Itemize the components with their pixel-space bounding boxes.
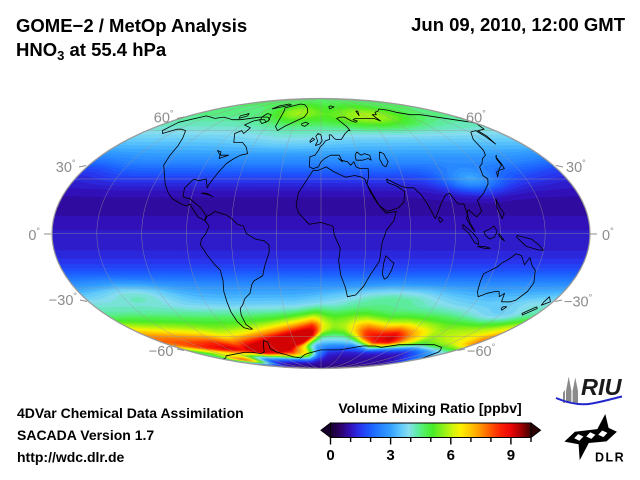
svg-text:3: 3 xyxy=(386,447,394,464)
svg-text:DLR: DLR xyxy=(595,451,625,465)
svg-text:−60°: −60° xyxy=(149,342,178,360)
svg-text:0: 0 xyxy=(326,447,334,464)
svg-text:Volume Mixing Ratio [ppbv]: Volume Mixing Ratio [ppbv] xyxy=(338,400,521,416)
svg-text:GOME−2 / MetOp Analysis: GOME−2 / MetOp Analysis xyxy=(16,15,247,36)
svg-text:−30°: −30° xyxy=(49,291,78,309)
svg-text:30°: 30° xyxy=(566,158,586,176)
svg-text:Jun 09, 2010, 12:00 GMT: Jun 09, 2010, 12:00 GMT xyxy=(411,14,626,35)
svg-text:RIU: RIU xyxy=(581,374,623,400)
svg-text:4DVar Chemical Data Assimilati: 4DVar Chemical Data Assimilation xyxy=(17,405,244,421)
svg-text:60°: 60° xyxy=(154,109,174,127)
svg-text:−60°: −60° xyxy=(467,342,496,360)
svg-text:30°: 30° xyxy=(56,158,76,176)
svg-text:−30°: −30° xyxy=(564,293,593,311)
svg-text:HNO3 at 55.4 hPa: HNO3 at 55.4 hPa xyxy=(16,39,167,63)
svg-text:9: 9 xyxy=(507,447,515,464)
svg-text:60°: 60° xyxy=(466,109,486,127)
svg-text:http://wdc.dlr.de: http://wdc.dlr.de xyxy=(17,449,125,465)
svg-text:SACADA Version 1.7: SACADA Version 1.7 xyxy=(17,427,154,443)
svg-text:6: 6 xyxy=(447,447,455,464)
